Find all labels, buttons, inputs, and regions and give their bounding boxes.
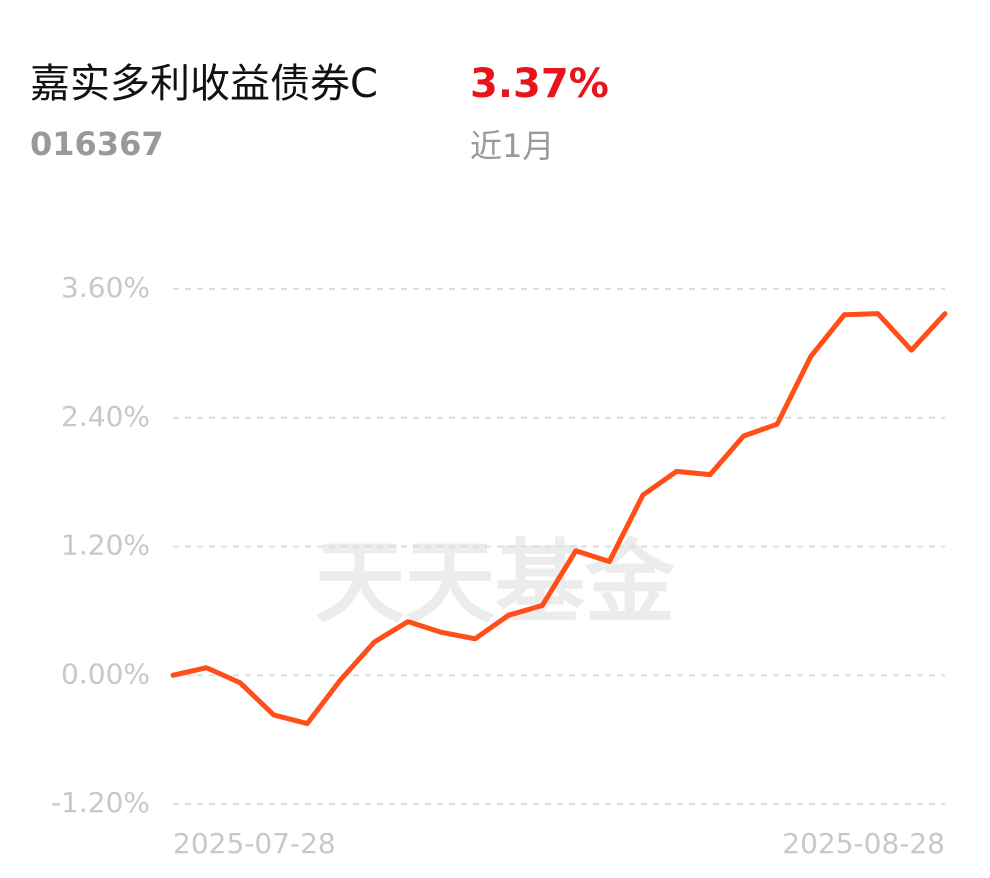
fund-code: 016367 <box>30 125 164 163</box>
y-tick-label: 2.40% <box>61 400 150 433</box>
y-tick-label: 3.60% <box>61 271 150 304</box>
period: 近1月 <box>470 127 554 165</box>
y-tick-label: 0.00% <box>61 657 150 690</box>
headline-return: 3.37% <box>470 61 609 107</box>
chart-title: 嘉实多利收益债券C <box>30 61 378 107</box>
watermark: 天天基金 <box>315 530 676 636</box>
x-tick-label: 2025-08-28 <box>782 827 945 860</box>
x-tick-label: 2025-07-28 <box>173 827 336 860</box>
data-line <box>170 311 948 727</box>
y-tick-label: 1.20% <box>61 529 150 562</box>
y-tick-label: -1.20% <box>51 786 150 819</box>
